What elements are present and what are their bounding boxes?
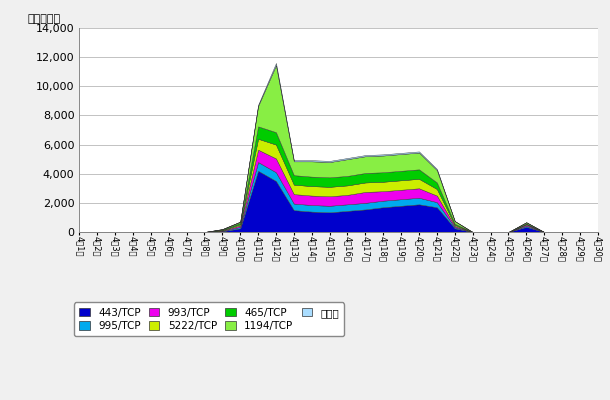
Text: （件／日）: （件／日） — [27, 14, 60, 24]
Legend: 443/TCP, 995/TCP, 993/TCP, 5222/TCP, 465/TCP, 1194/TCP, その他: 443/TCP, 995/TCP, 993/TCP, 5222/TCP, 465… — [74, 302, 345, 336]
